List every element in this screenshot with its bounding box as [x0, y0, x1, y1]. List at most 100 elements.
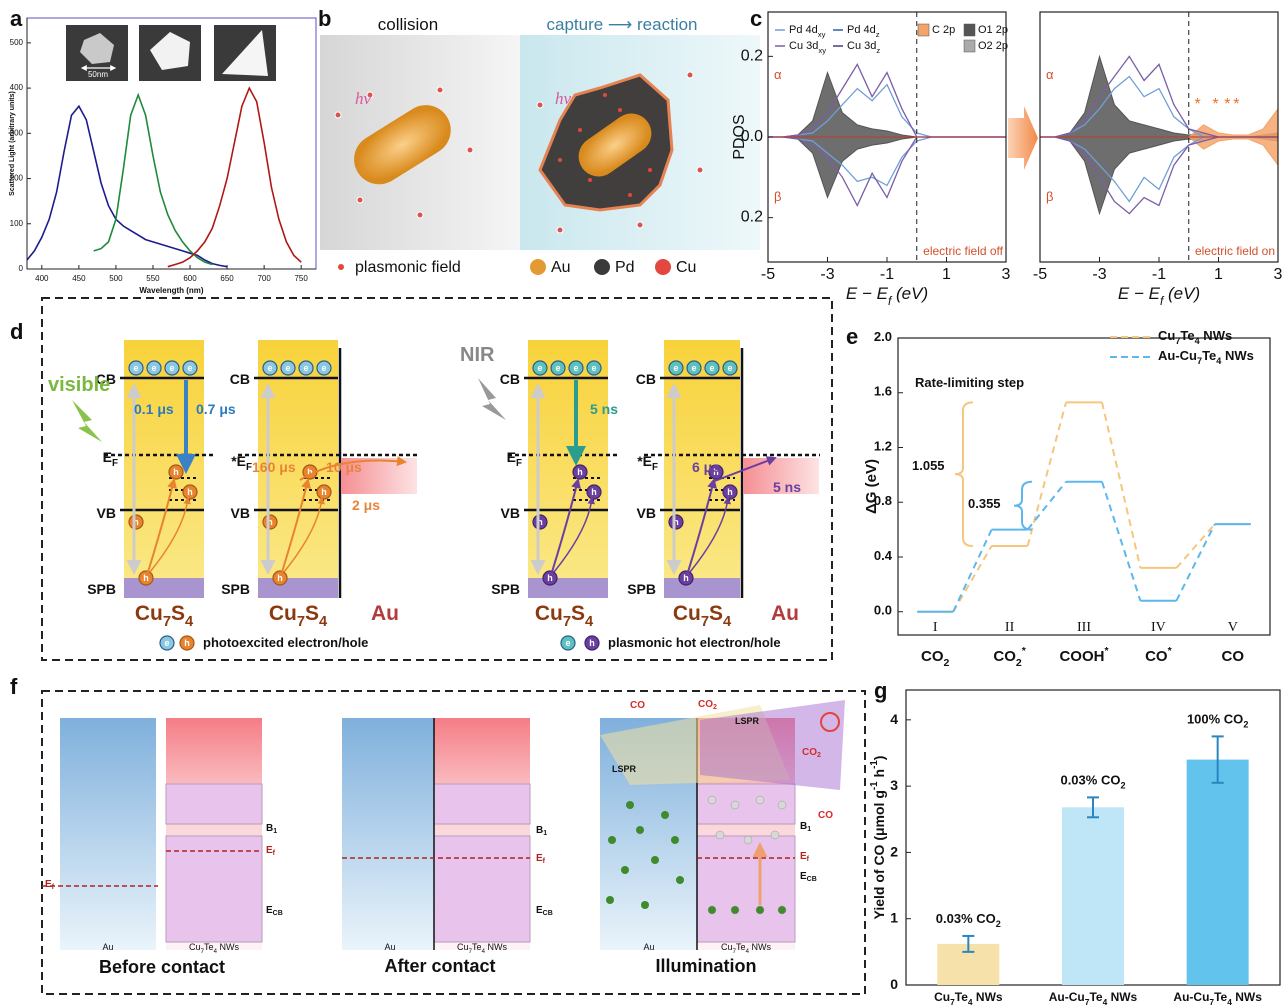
particle	[606, 896, 614, 904]
spectrum-line	[167, 86, 302, 268]
transfer-arrow	[281, 478, 311, 573]
particle	[755, 795, 765, 805]
x-tick-label: CO2*	[993, 645, 1026, 669]
particle	[676, 876, 684, 884]
y-tick-label: 400	[10, 83, 24, 92]
particle	[743, 835, 753, 845]
legend-swatch	[963, 39, 976, 53]
level-label: VB	[231, 505, 250, 521]
level-label: Ef	[536, 853, 546, 866]
cu-dot	[628, 193, 632, 197]
carrier-label: h	[307, 467, 313, 477]
particle	[777, 800, 787, 810]
carrier-label: e	[303, 363, 308, 373]
carrier-label: h	[143, 573, 149, 583]
lspr-label: LSPR	[735, 716, 760, 726]
level-label: B1	[266, 823, 277, 836]
level-label: EF	[103, 449, 118, 469]
bar	[1062, 807, 1124, 985]
legend-label: photoexcited electron/hole	[203, 635, 368, 650]
x-tick-label: CO*	[1145, 645, 1173, 665]
y-axis-label: PDOS	[731, 114, 748, 159]
y-tick-label: 0.4	[874, 548, 893, 563]
scale-label: 50nm	[88, 70, 108, 79]
y-axis-label: Yield of CO (μmol g-1 h-1)	[869, 756, 887, 920]
y-tick-label: 0.8	[874, 494, 892, 509]
y-tick-label: 0.2	[741, 209, 763, 226]
material-label: Cu7S4	[135, 602, 194, 630]
carrier	[668, 360, 684, 376]
x-tick-label: 450	[72, 274, 86, 283]
x-axis-label: Wavelength (nm)	[139, 286, 203, 295]
x-tick-label: Cu7Te4 NWs	[934, 990, 1003, 1007]
carrier-label: e	[555, 363, 560, 373]
level-label: EF	[507, 449, 522, 469]
step-label: IV	[1151, 620, 1166, 635]
carrier	[298, 360, 314, 376]
cu-dot	[618, 108, 622, 112]
molecule	[366, 91, 374, 99]
band-box	[433, 783, 531, 825]
legend-label: C 2p	[932, 24, 955, 36]
stage-label: After contact	[384, 956, 495, 976]
panel-letter: d	[10, 319, 23, 344]
pdos-area	[1040, 54, 1279, 138]
carrier-label: e	[573, 363, 578, 373]
carrier-label: e	[133, 363, 138, 373]
carrier	[550, 360, 566, 376]
level-label: *EF	[637, 453, 658, 473]
y-tick-label: 1	[890, 909, 898, 925]
level-label: *EF	[231, 453, 252, 473]
carrier	[542, 570, 558, 586]
level-label: CB	[96, 371, 116, 387]
transfer-arrow	[711, 456, 777, 483]
material-label: Cu7S4	[269, 602, 328, 630]
lifetime-label: 5 ns	[773, 479, 801, 495]
carrier-label: e	[164, 638, 169, 648]
x-tick-label: 500	[109, 274, 123, 283]
bar-annotation: 0.03% CO2	[1060, 773, 1125, 791]
particle	[636, 826, 644, 834]
legend-swatch	[594, 259, 610, 275]
x-tick-label: -3	[1092, 266, 1106, 283]
panel-letter: e	[846, 324, 858, 349]
legend-label: Pd 4dxy	[789, 24, 826, 39]
bar	[1186, 759, 1249, 985]
legend-label: plasmonic field	[355, 259, 461, 276]
particle	[707, 795, 717, 805]
carrier	[560, 635, 576, 651]
cu-dot	[603, 93, 607, 97]
carrier-label: h	[713, 467, 719, 477]
molecule	[686, 71, 694, 79]
particle	[730, 905, 740, 915]
lifetime-label: 10 μs	[326, 459, 362, 475]
carrier	[678, 570, 694, 586]
x-tick-label: -1	[880, 266, 894, 283]
x-tick-label: 1	[942, 266, 951, 283]
carrier-label: e	[151, 363, 156, 373]
block-label: Au	[102, 942, 113, 952]
legend-swatch	[963, 23, 976, 37]
carrier-label: h	[173, 467, 179, 477]
plot-frame	[897, 337, 1271, 636]
particle	[222, 30, 268, 76]
carrier	[146, 360, 162, 376]
nanorod	[354, 105, 451, 185]
y-tick-label: 3	[890, 777, 898, 793]
connector	[1026, 481, 1067, 531]
panel-frame	[41, 297, 833, 661]
step-label: V	[1228, 620, 1238, 635]
block-label: Au	[384, 942, 395, 952]
particle	[641, 901, 649, 909]
y-tick-label: 0	[890, 976, 898, 992]
light-icon	[478, 378, 506, 420]
y-tick-label: 500	[10, 38, 24, 47]
molecule	[636, 221, 644, 229]
particle	[621, 866, 629, 874]
y-tick-label: 200	[10, 174, 24, 183]
x-tick-label: COOH*	[1059, 645, 1109, 665]
level-label: ECB	[800, 871, 817, 884]
brace	[1013, 480, 1033, 531]
x-tick-label: CO2	[921, 648, 950, 669]
